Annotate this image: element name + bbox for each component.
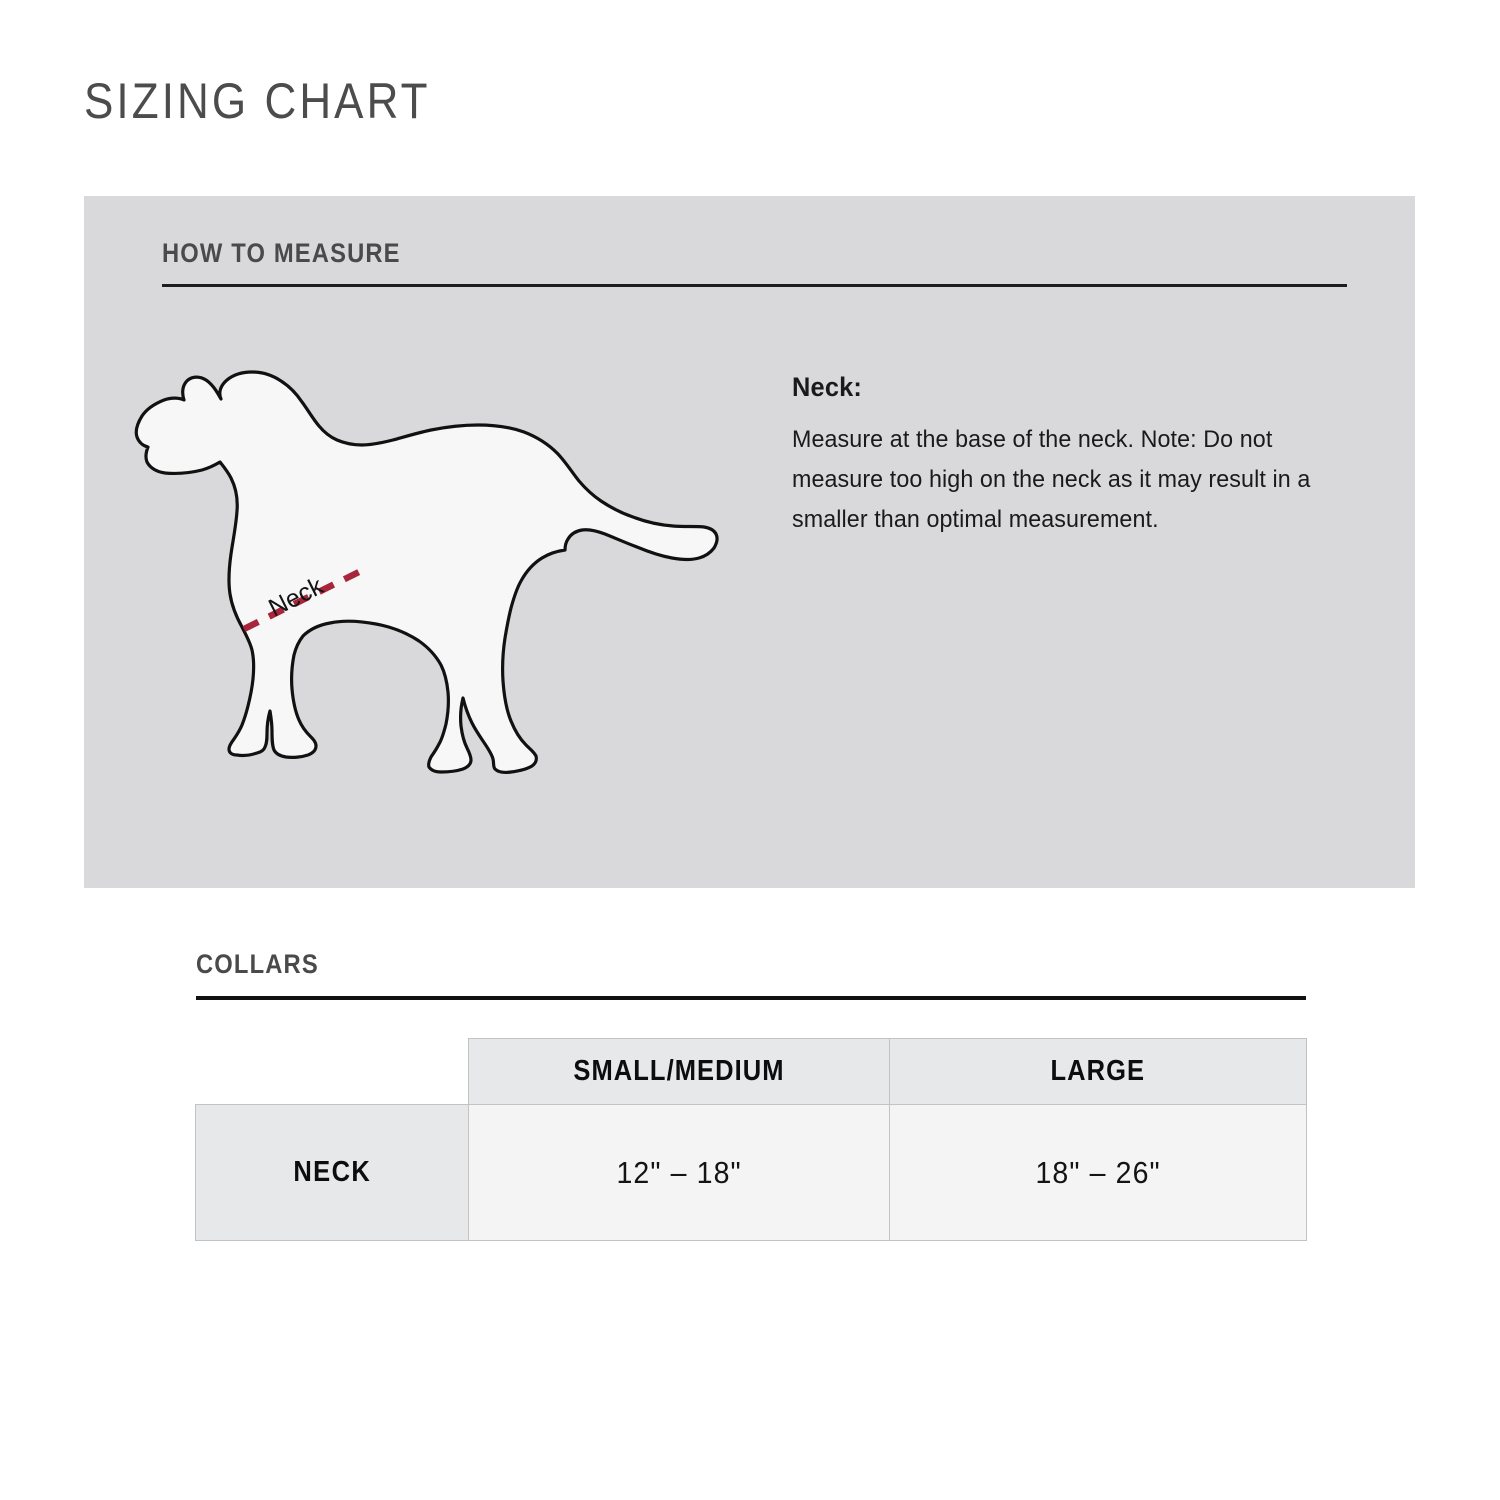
neck-info-title: Neck:: [792, 372, 863, 402]
cell-neck-large: 18" – 26": [889, 1104, 1307, 1241]
column-header-large-label: LARGE: [1050, 1055, 1146, 1087]
how-to-measure-divider: [162, 284, 1347, 287]
row-label-neck: NECK: [195, 1104, 469, 1241]
table-corner-cell: [195, 1038, 469, 1105]
neck-info-block: Neck: Measure at the base of the neck. N…: [792, 371, 1372, 539]
cell-neck-small-medium-value: 12" – 18": [616, 1154, 742, 1190]
neck-measurement-dashed-line: [242, 565, 369, 632]
collars-size-table: SMALL/MEDIUM LARGE NECK 12" – 18" 18" – …: [195, 1038, 1307, 1241]
column-header-small-medium: SMALL/MEDIUM: [468, 1038, 890, 1105]
how-to-measure-heading: HOW TO MEASURE: [162, 238, 401, 268]
page-title: SIZING CHART: [84, 73, 431, 129]
neck-info-body: Measure at the base of the neck. Note: D…: [792, 426, 1311, 533]
table-row: NECK 12" – 18" 18" – 26": [195, 1104, 1307, 1241]
dog-silhouette-path: [134, 370, 719, 774]
table-header-row: SMALL/MEDIUM LARGE: [195, 1038, 1307, 1105]
how-to-measure-panel: HOW TO MEASURE Neck Neck: Measure at the…: [84, 196, 1415, 888]
dog-illustration: Neck: [124, 336, 764, 776]
cell-neck-large-value: 18" – 26": [1035, 1154, 1161, 1190]
column-header-small-medium-label: SMALL/MEDIUM: [573, 1055, 785, 1087]
row-label-neck-text: NECK: [293, 1156, 371, 1188]
collars-divider: [196, 996, 1306, 1000]
column-header-large: LARGE: [889, 1038, 1307, 1105]
collars-heading: COLLARS: [196, 949, 319, 979]
cell-neck-small-medium: 12" – 18": [468, 1104, 890, 1241]
